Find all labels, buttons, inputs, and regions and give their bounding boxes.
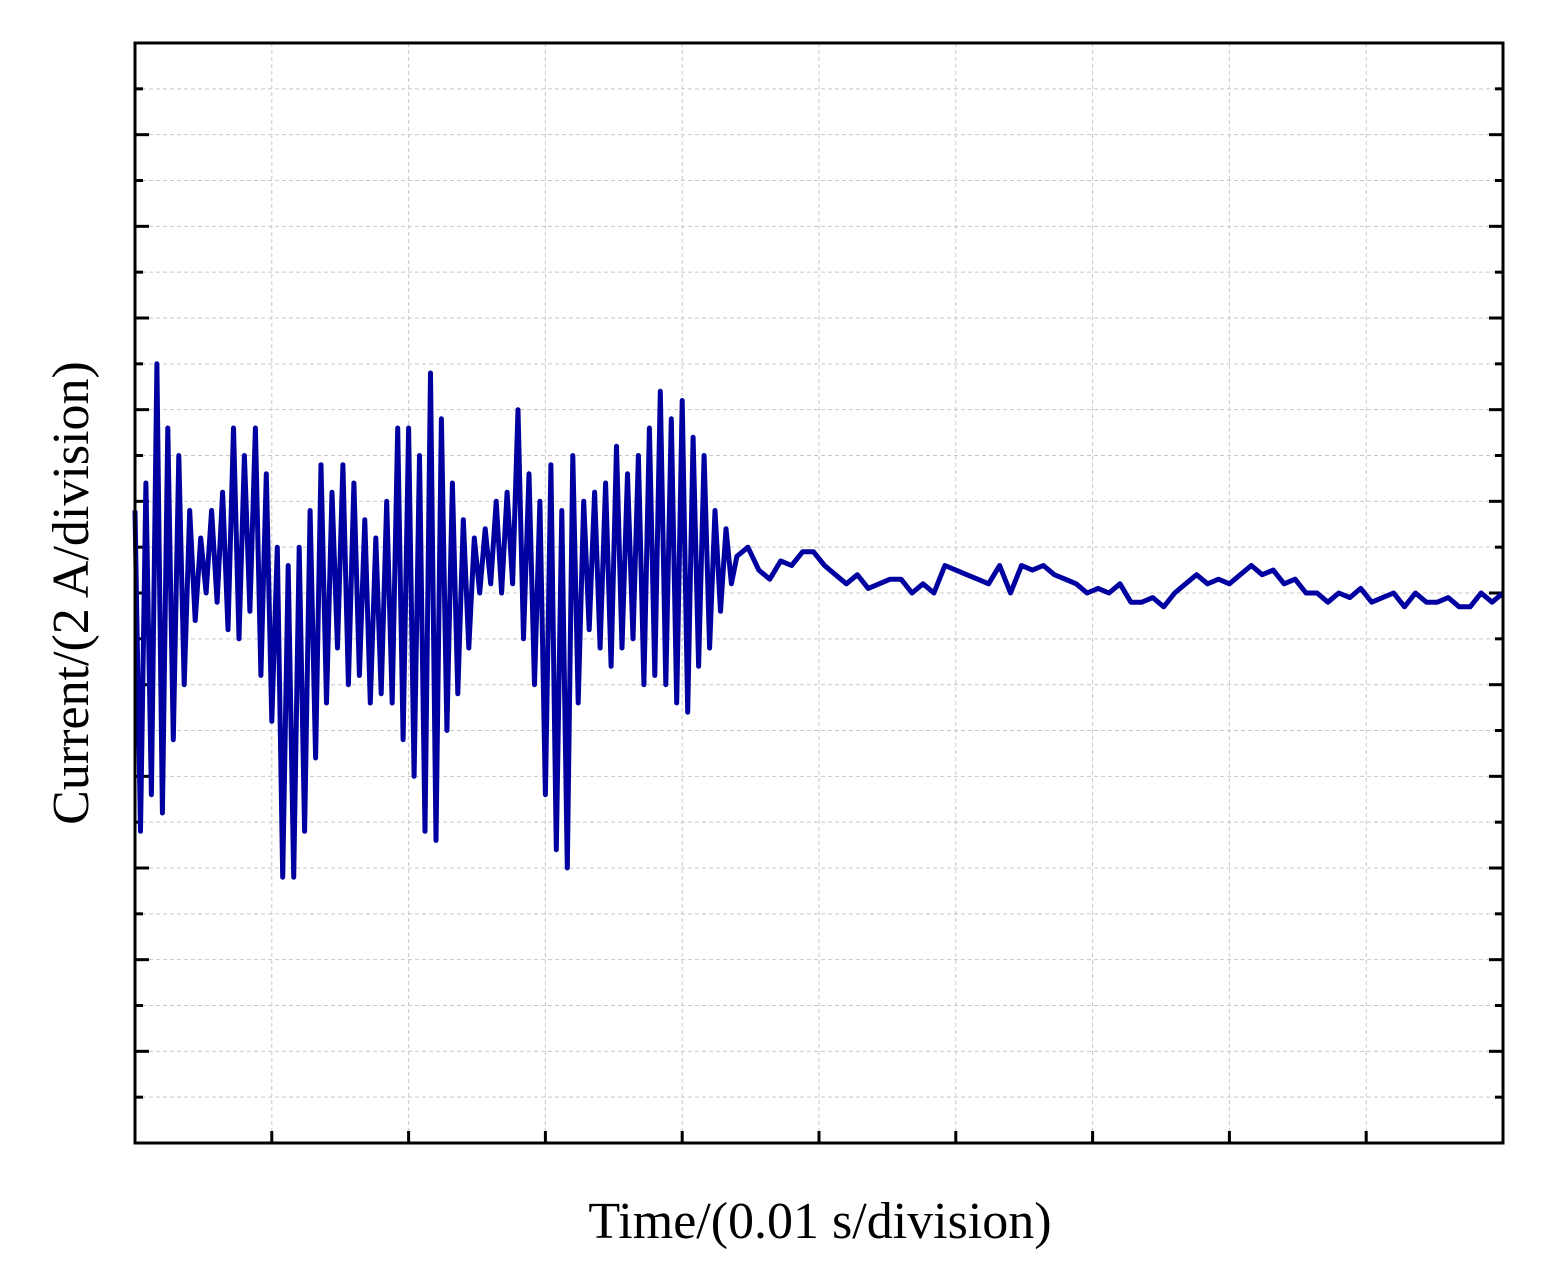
line-series: [132, 361, 1505, 880]
plot-frame: [133, 41, 1505, 1145]
x-axis-label: Time/(0.01 s/division): [588, 1193, 1051, 1250]
y-axis-label: Current/(2 A/division): [43, 361, 100, 825]
